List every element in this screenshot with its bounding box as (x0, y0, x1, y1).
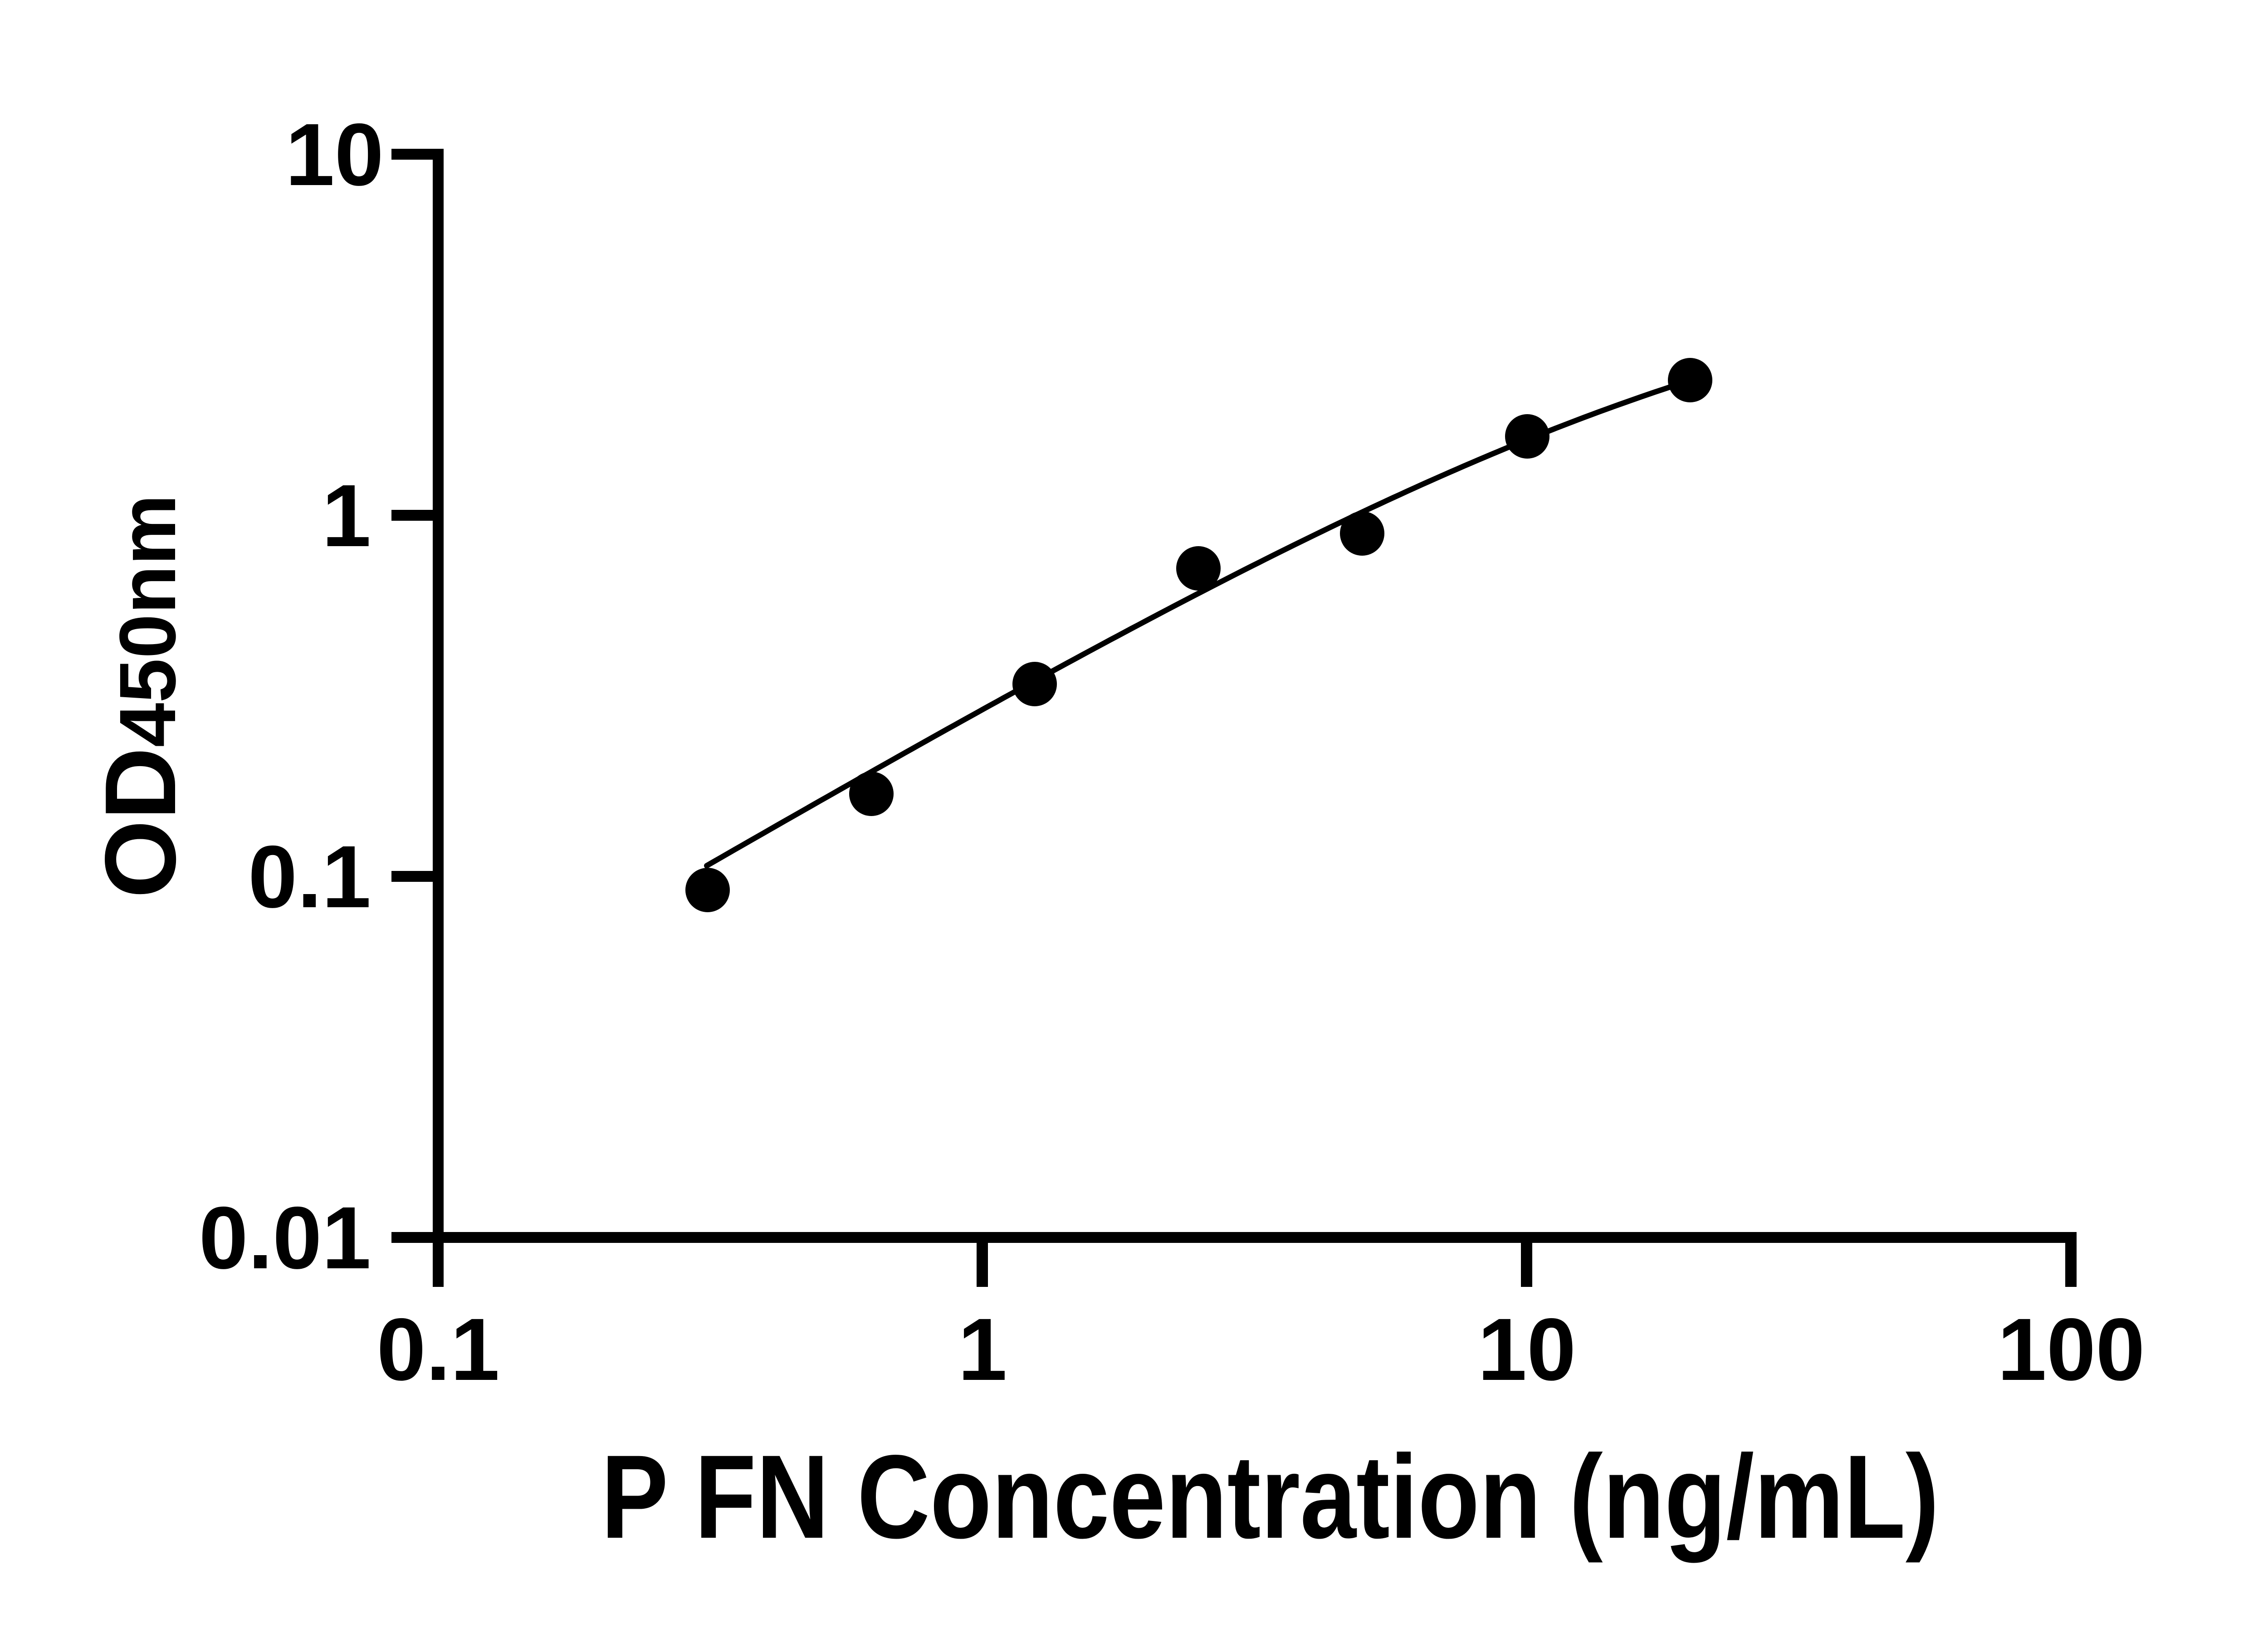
svg-text:100: 100 (1997, 1300, 2145, 1399)
svg-text:0.01: 0.01 (199, 1188, 371, 1287)
svg-text:1: 1 (958, 1300, 1007, 1399)
svg-text:0.1: 0.1 (248, 827, 371, 926)
svg-text:10: 10 (1478, 1300, 1576, 1399)
svg-text:OD450nm: OD450nm (84, 494, 197, 899)
svg-text:0.1: 0.1 (376, 1300, 499, 1399)
svg-text:P FN Concentration (ng/mL): P FN Concentration (ng/mL) (601, 1430, 1939, 1564)
svg-text:1: 1 (322, 466, 371, 565)
svg-text:10: 10 (285, 105, 384, 204)
